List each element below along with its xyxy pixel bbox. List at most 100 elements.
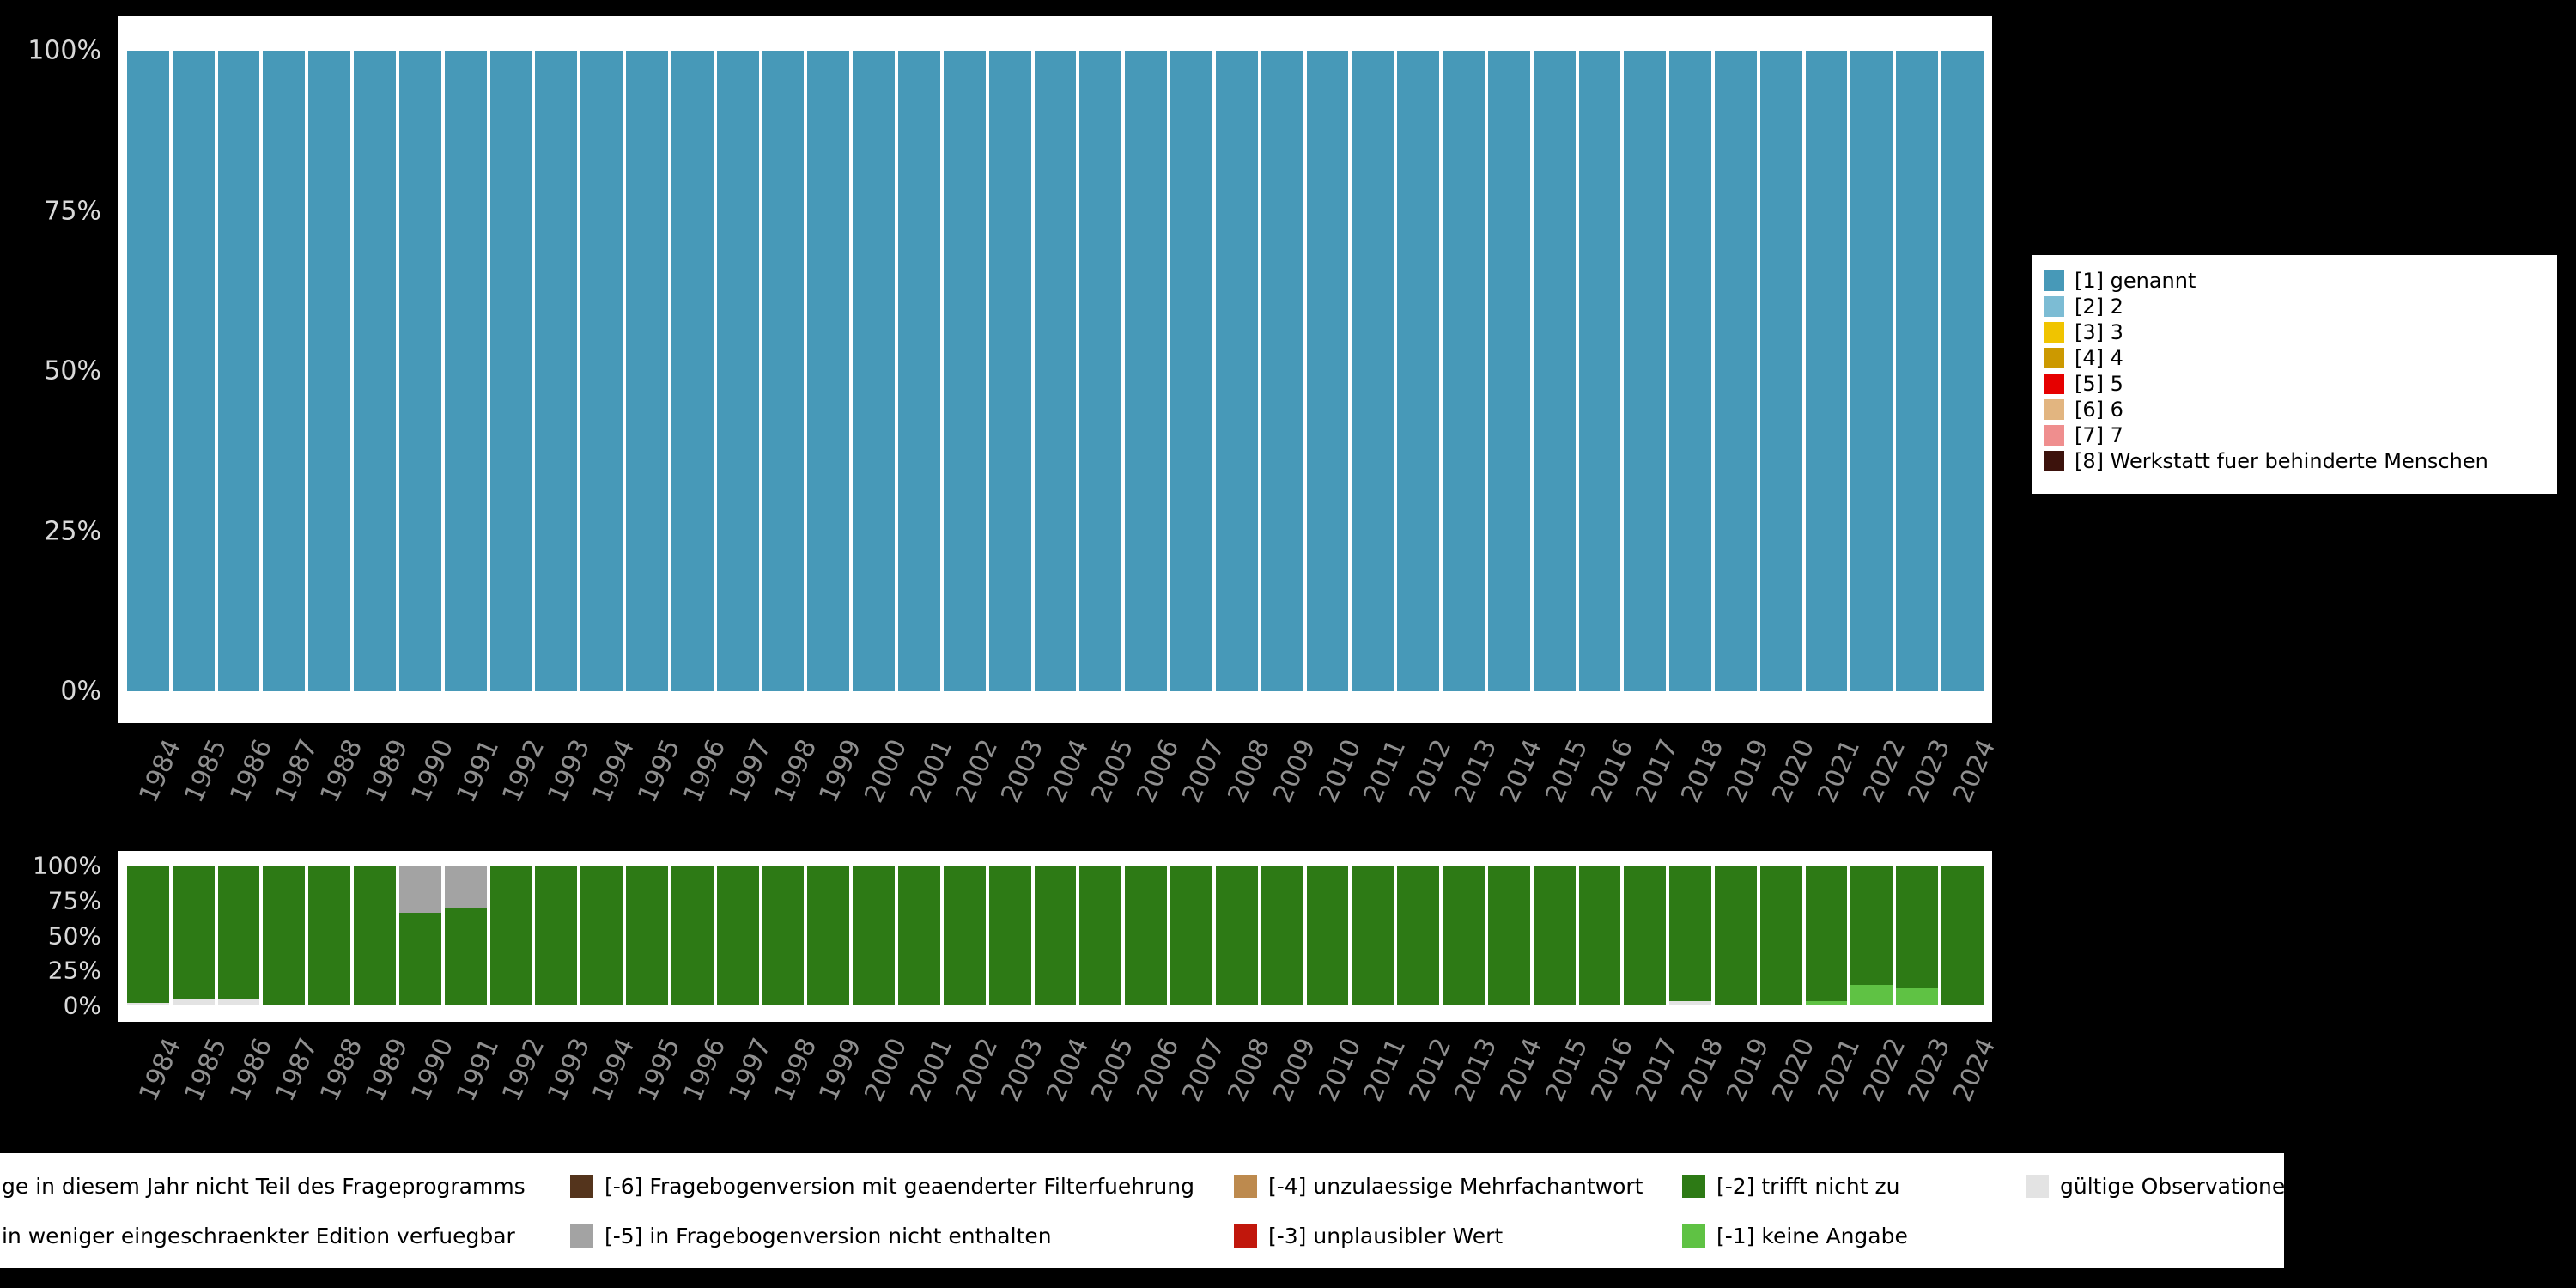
bar-segment — [1714, 866, 1757, 1005]
bar-segment — [1215, 866, 1258, 1005]
bar-segment — [1805, 51, 1848, 691]
bar-segment — [1669, 1001, 1711, 1005]
legend-label: [4] 4 — [2075, 346, 2123, 370]
legend-label: ge in diesem Jahr nicht Teil des Fragepr… — [2, 1173, 526, 1199]
bar-segment — [535, 51, 578, 691]
bar-2005 — [1079, 51, 1122, 691]
bar-2000 — [853, 51, 896, 691]
bar-1996 — [671, 51, 714, 691]
x-axis-label-slot: 2016 — [1579, 1030, 1639, 1133]
bar-segment — [1850, 984, 1893, 1005]
bar-1994 — [580, 866, 623, 1005]
bar-segment — [263, 51, 306, 691]
x-axis-label-slot: 2017 — [1624, 732, 1685, 835]
bar-1986 — [217, 51, 260, 691]
x-axis-label-slot: 1995 — [626, 1030, 686, 1133]
legend-swatch — [570, 1174, 593, 1198]
x-axis-label-slot: 1999 — [807, 1030, 868, 1133]
bar-2002 — [943, 866, 986, 1005]
x-axis-label-slot: 1990 — [399, 732, 459, 835]
bar-segment — [217, 999, 260, 1005]
legend-label: [6] 6 — [2075, 398, 2123, 422]
missing-legend-entry: [-1] keine Angabe — [1682, 1220, 1908, 1251]
bar-segment — [398, 51, 441, 691]
bottom-chart-plot — [118, 851, 1992, 1022]
bar-1998 — [762, 866, 805, 1005]
y-axis-tick-label: 0% — [60, 676, 101, 707]
x-axis-label-slot: 2005 — [1079, 1030, 1140, 1133]
bar-segment — [1034, 51, 1077, 691]
bar-segment — [1941, 51, 1984, 691]
x-axis-label-slot: 1993 — [535, 732, 596, 835]
bar-1989 — [354, 51, 396, 691]
x-axis-label-slot: 2004 — [1035, 1030, 1095, 1133]
x-axis-label-slot: 2021 — [1806, 1030, 1866, 1133]
bar-segment — [1487, 51, 1530, 691]
bar-2017 — [1624, 51, 1667, 691]
bar-1998 — [762, 51, 805, 691]
x-axis-label-slot: 1988 — [308, 732, 369, 835]
x-axis-label-slot: 1984 — [127, 1030, 187, 1133]
x-axis-label-slot: 2014 — [1488, 1030, 1548, 1133]
x-axis-label-slot: 1997 — [717, 1030, 777, 1133]
legend-label: [-1] keine Angabe — [1716, 1223, 1908, 1249]
x-axis-label-slot: 1992 — [490, 1030, 550, 1133]
bar-segment — [626, 866, 668, 1005]
bar-2015 — [1533, 866, 1576, 1005]
top-chart-bars — [127, 51, 1984, 691]
x-axis-label-slot: 1998 — [762, 1030, 823, 1133]
x-axis-label-slot: 1999 — [807, 732, 868, 835]
legend-label: gültige Observationen — [2060, 1173, 2300, 1199]
bar-segment — [444, 907, 487, 1005]
x-axis-label-slot: 2021 — [1806, 732, 1866, 835]
bar-1988 — [308, 866, 351, 1005]
x-axis-label-slot: 1994 — [580, 1030, 641, 1133]
x-axis-label-slot: 1986 — [218, 1030, 278, 1133]
bar-segment — [1533, 51, 1576, 691]
y-axis-tick-label: 100% — [27, 35, 101, 66]
bar-segment — [853, 866, 896, 1005]
bar-2013 — [1443, 51, 1485, 691]
x-axis-label-slot: 2022 — [1850, 1030, 1911, 1133]
x-axis-label: 2024 — [1947, 735, 2002, 807]
legend-swatch — [2044, 296, 2064, 317]
bar-2008 — [1215, 51, 1258, 691]
bar-2001 — [898, 51, 940, 691]
x-axis-label-slot: 2020 — [1760, 1030, 1820, 1133]
bar-2005 — [1079, 866, 1122, 1005]
bar-segment — [1352, 51, 1394, 691]
bar-segment — [1624, 51, 1667, 691]
legend-label: [-5] in Fragebogenversion nicht enthalte… — [605, 1223, 1052, 1249]
bar-segment — [1034, 866, 1077, 1005]
missing-legend-entry: [-5] in Fragebogenversion nicht enthalte… — [570, 1220, 1052, 1251]
bar-2006 — [1125, 866, 1168, 1005]
values-legend: [1] genannt [2] 2 [3] 3 [4] 4 [5] 5 [6] 6 [7] … — [2032, 255, 2557, 494]
bar-segment — [1261, 51, 1303, 691]
x-axis-label-slot: 2014 — [1488, 732, 1548, 835]
bar-segment — [853, 51, 896, 691]
y-axis-tick-label: 100% — [32, 851, 101, 880]
bar-1999 — [807, 866, 850, 1005]
bar-2019 — [1714, 51, 1757, 691]
x-axis-label-slot: 2019 — [1715, 732, 1775, 835]
x-axis-label-slot: 2013 — [1443, 1030, 1503, 1133]
bar-segment — [172, 51, 215, 691]
x-axis-label-slot: 2002 — [944, 732, 1004, 835]
x-axis-label-slot: 1994 — [580, 732, 641, 835]
bar-segment — [217, 51, 260, 691]
y-axis-tick-label: 50% — [47, 921, 101, 950]
bar-segment — [1624, 866, 1667, 1005]
bar-2002 — [943, 51, 986, 691]
missing-legend-entry: [-2] trifft nicht zu — [1682, 1170, 1899, 1201]
bar-1987 — [263, 866, 306, 1005]
bar-segment — [1896, 988, 1939, 1005]
bar-segment — [1669, 51, 1711, 691]
legend-label: [5] 5 — [2075, 372, 2123, 396]
bar-2009 — [1261, 866, 1303, 1005]
bar-2022 — [1850, 866, 1893, 1005]
bar-segment — [172, 998, 215, 1005]
bar-segment — [127, 866, 169, 1003]
bar-segment — [308, 51, 351, 691]
bar-2021 — [1805, 51, 1848, 691]
bar-segment — [1759, 51, 1802, 691]
